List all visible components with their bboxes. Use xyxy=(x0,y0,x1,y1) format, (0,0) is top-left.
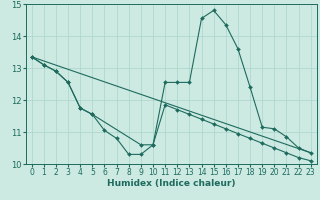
X-axis label: Humidex (Indice chaleur): Humidex (Indice chaleur) xyxy=(107,179,236,188)
